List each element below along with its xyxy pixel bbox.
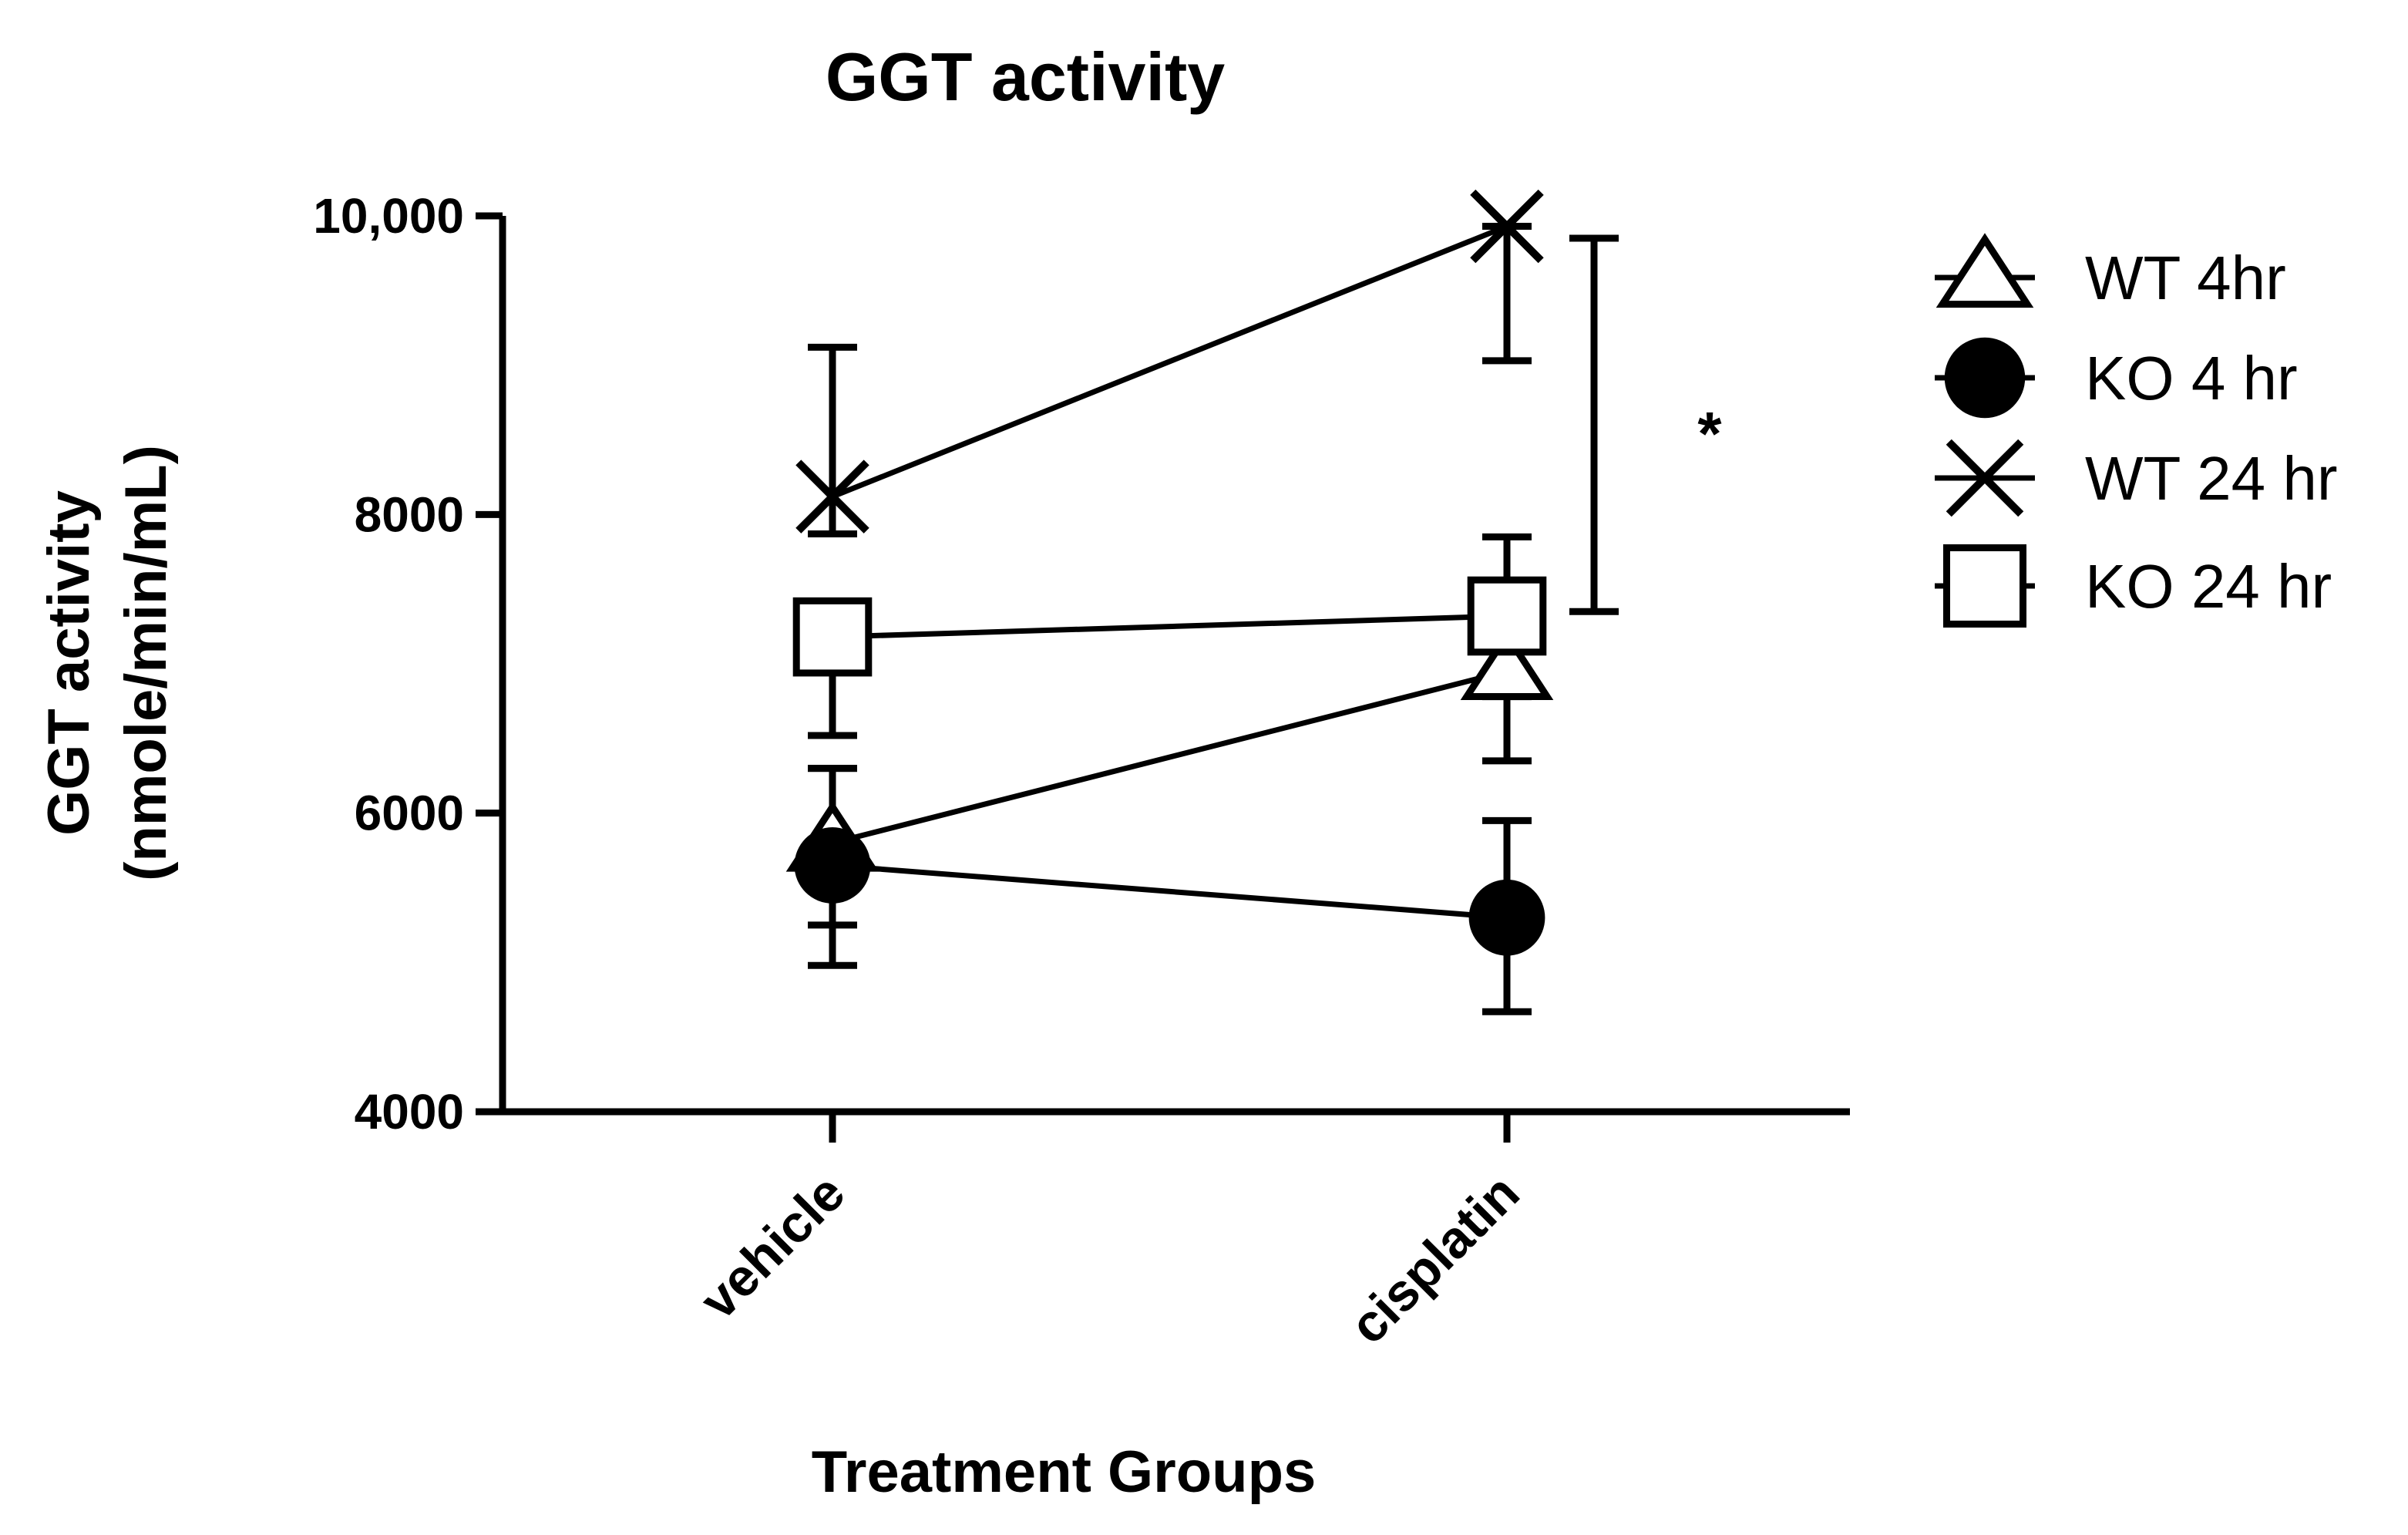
y-axis-title: GGT activity (nmole/min/mL) — [36, 445, 179, 881]
y-axis-title-line1: GGT activity — [36, 490, 102, 836]
data-point-0-1 — [1460, 628, 1554, 700]
x-axis-title: Treatment Groups — [812, 1439, 1317, 1505]
square-marker — [792, 597, 873, 677]
series-line-3 — [832, 613, 1508, 640]
error-bar — [808, 343, 857, 538]
legend-item: KO 4 hr — [1935, 337, 2298, 419]
significance: * — [1569, 234, 1722, 615]
axes — [499, 216, 1850, 1116]
y-tick-label: 4000 — [355, 1084, 464, 1139]
x-tick-label-vehicle: vehicle — [689, 1163, 856, 1331]
data-point-1-0 — [794, 827, 871, 904]
legend-item: KO 24 hr — [1935, 544, 2332, 628]
legend-item: WT 24 hr — [1935, 439, 2338, 517]
circle-marker — [1468, 879, 1545, 956]
legend-label: WT 24 hr — [2085, 444, 2338, 513]
legend-marker — [1935, 233, 2034, 308]
y-ticks: 4000 6000 8000 10,000 — [313, 188, 503, 1139]
legend: WT 4hr KO 4 hr WT 24 hr KO 24 hr — [1935, 233, 2338, 628]
legend-item: WT 4hr — [1935, 233, 2286, 312]
x-ticks: vehicle cisplatin — [689, 1112, 1531, 1355]
series-line-0 — [832, 668, 1508, 846]
triangle-marker — [1460, 628, 1554, 700]
data-point-3-1 — [1467, 576, 1547, 656]
circle-marker — [794, 827, 871, 904]
series-line-2 — [831, 224, 1508, 500]
y-tick-label: 8000 — [355, 486, 464, 542]
y-tick-label: 6000 — [355, 786, 464, 841]
series-line-1 — [832, 862, 1508, 921]
y-axis-title-line2: (nmole/min/mL) — [113, 445, 179, 881]
y-tick-label: 10,000 — [313, 188, 464, 244]
circle-marker — [1944, 337, 2026, 419]
data-point-2-0 — [795, 459, 869, 534]
legend-label: KO 24 hr — [2085, 552, 2332, 621]
legend-label: KO 4 hr — [2085, 344, 2298, 412]
series-lines — [831, 224, 1508, 921]
x-marker-stroke — [1470, 189, 1544, 264]
legend-marker — [1944, 337, 2026, 419]
triangle-marker — [1935, 233, 2034, 308]
x-marker-stroke — [1946, 439, 2024, 517]
x-tick-label-cisplatin: cisplatin — [1339, 1163, 1531, 1355]
square-marker — [1467, 576, 1547, 656]
chart-title: GGT activity — [826, 39, 1225, 115]
data-point-1-1 — [1468, 879, 1545, 956]
series-markers — [785, 189, 1554, 956]
legend-marker — [1943, 544, 2026, 628]
significance-label: * — [1697, 399, 1722, 468]
data-point-2-1 — [1470, 189, 1544, 264]
data-point-3-0 — [792, 597, 873, 677]
legend-marker — [1946, 439, 2024, 517]
square-marker — [1943, 544, 2026, 628]
x-marker-stroke — [795, 459, 869, 534]
legend-label: WT 4hr — [2085, 244, 2286, 312]
